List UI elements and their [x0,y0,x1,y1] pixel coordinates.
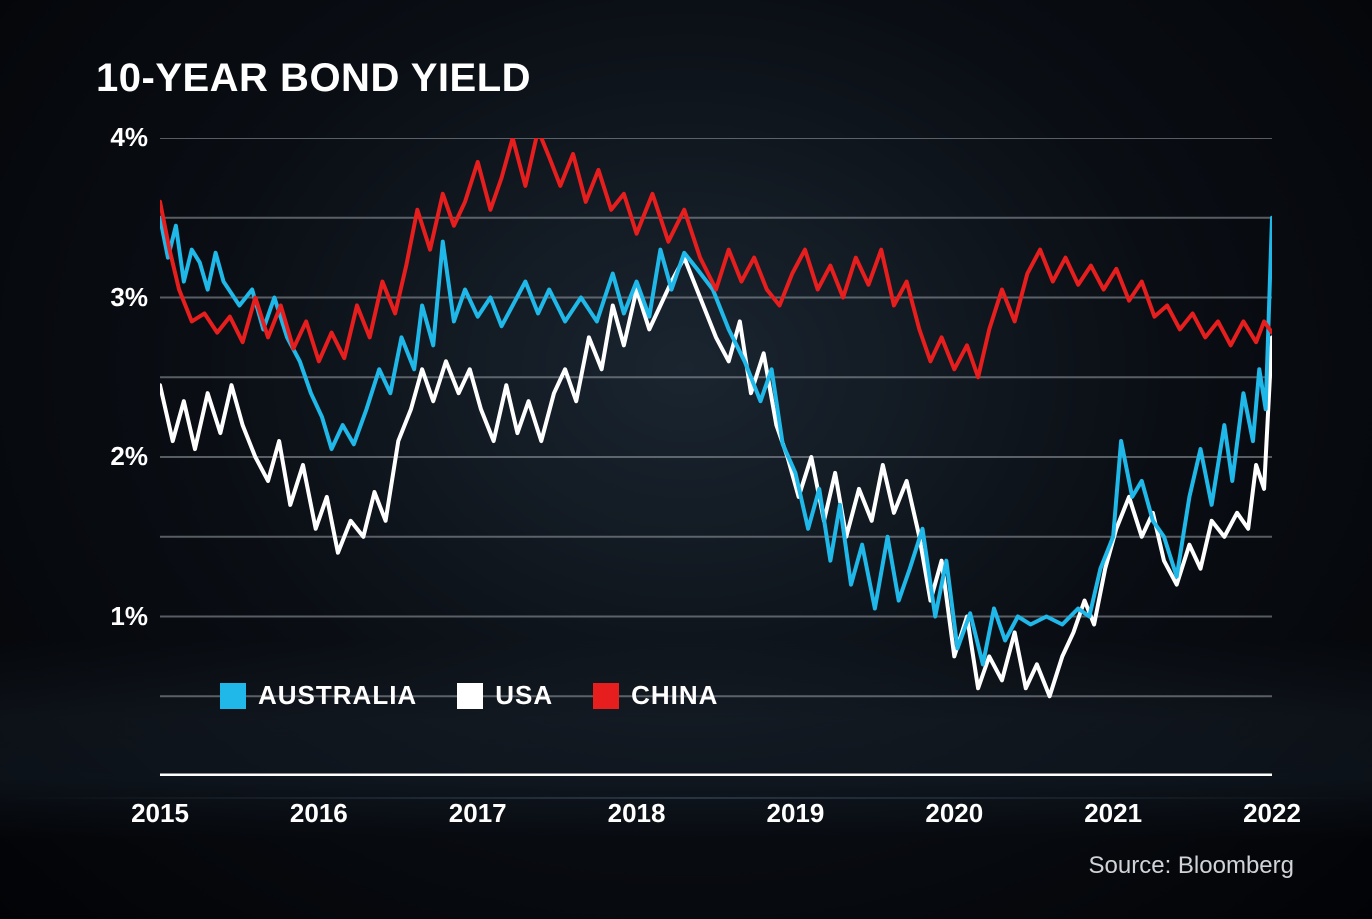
x-tick-label: 2016 [274,798,364,829]
legend-swatch [220,683,246,709]
x-tick-label: 2017 [433,798,523,829]
x-tick-label: 2022 [1227,798,1317,829]
legend-item-usa: USA [457,680,553,711]
chart-title: 10-YEAR BOND YIELD [96,56,531,101]
series-usa [160,258,1272,697]
legend-item-australia: AUSTRALIA [220,680,417,711]
legend-label: CHINA [631,680,718,711]
y-tick-label: 1% [88,601,148,632]
legend-swatch [457,683,483,709]
background-horizon [0,797,1372,799]
x-tick-label: 2020 [909,798,999,829]
source-attribution: Source: Bloomberg [1089,852,1294,880]
legend-swatch [593,683,619,709]
y-tick-label: 4% [88,122,148,153]
x-tick-label: 2018 [592,798,682,829]
legend-label: AUSTRALIA [258,680,417,711]
y-tick-label: 3% [88,282,148,313]
legend-item-china: CHINA [593,680,718,711]
legend: AUSTRALIA USA CHINA [220,680,718,711]
x-tick-label: 2015 [115,798,205,829]
legend-label: USA [495,680,553,711]
y-tick-label: 2% [88,441,148,472]
x-tick-label: 2021 [1068,798,1158,829]
x-tick-label: 2019 [750,798,840,829]
